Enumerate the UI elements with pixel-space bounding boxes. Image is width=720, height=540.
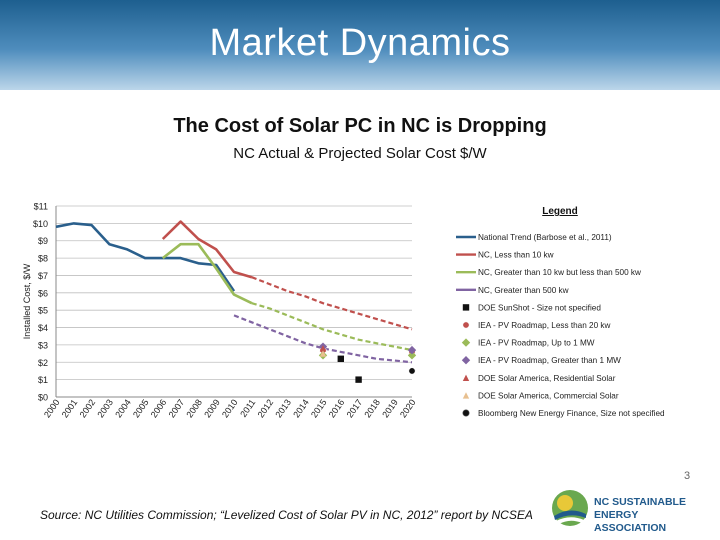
legend-label: DOE SunShot - Size not specified — [478, 303, 601, 312]
x-tick-label: 2015 — [309, 397, 329, 419]
x-tick-label: 2001 — [60, 397, 80, 419]
legend-label: Bloomberg New Energy Finance, Size not s… — [478, 409, 665, 418]
slide-title: Market Dynamics — [209, 22, 511, 64]
y-tick-label: $7 — [38, 271, 48, 281]
x-tick-label: 2010 — [220, 397, 240, 419]
legend-label: NC, Greater than 500 kw — [478, 286, 569, 295]
legend-label: National Trend (Barbose et al., 2011) — [478, 233, 612, 242]
logo-line-1: NC SUSTAINABLE — [594, 496, 686, 508]
series-line — [161, 220, 253, 279]
x-tick-label: 2016 — [327, 397, 347, 419]
sun-logo-icon — [552, 490, 588, 526]
x-tick-label: 2005 — [131, 397, 151, 419]
data-marker — [319, 345, 327, 352]
x-tick-label: 2006 — [149, 397, 169, 419]
y-tick-label: $6 — [38, 288, 48, 298]
legend-label: IEA - PV Roadmap, Up to 1 MW — [478, 339, 595, 348]
legend-swatch — [461, 338, 471, 347]
series-line — [233, 314, 413, 364]
legend-label: DOE Solar America, Commercial Solar — [478, 391, 619, 400]
legend-swatch — [462, 304, 470, 311]
y-tick-label: $8 — [38, 254, 48, 264]
ncsea-logo: NC SUSTAINABLE ENERGY ASSOCIATION — [550, 488, 705, 535]
y-tick-label: $4 — [38, 323, 48, 333]
headline: The Cost of Solar PC in NC is Dropping — [173, 115, 547, 137]
x-tick-label: 2004 — [113, 397, 133, 419]
x-tick-label: 2007 — [167, 397, 187, 419]
legend-swatch — [462, 321, 470, 329]
data-marker — [337, 355, 344, 362]
page-number: 3 — [684, 470, 691, 482]
logo-text: NC SUSTAINABLE ENERGY ASSOCIATION — [594, 496, 705, 535]
data-marker — [407, 351, 417, 360]
legend-label: NC, Less than 10 kw — [478, 251, 554, 260]
legend-label: NC, Greater than 10 kw but less than 500… — [478, 268, 641, 277]
x-tick-label: 2013 — [273, 397, 293, 419]
x-tick-label: 2002 — [78, 397, 98, 419]
x-tick-label: 2019 — [380, 397, 400, 419]
title-banner: Market Dynamics — [0, 0, 720, 90]
legend-label: DOE Solar America, Residential Solar — [478, 374, 616, 383]
x-tick-label: 2009 — [202, 397, 222, 419]
legend-title: Legend — [542, 206, 578, 217]
y-tick-label: $5 — [38, 306, 48, 316]
legend-swatch — [462, 392, 470, 399]
y-tick-label: $1 — [38, 375, 48, 385]
x-tick-label: 2011 — [238, 397, 257, 419]
y-tick-label: $9 — [38, 236, 48, 246]
data-marker — [408, 367, 416, 375]
x-tick-label: 2020 — [398, 397, 418, 419]
logo-line-2: ENERGY ASSOCIATION — [594, 509, 667, 534]
y-tick-label: $3 — [38, 340, 48, 350]
y-axis-label: Installed Cost, $/W — [22, 263, 32, 339]
x-tick-label: 2014 — [291, 397, 311, 419]
x-tick-label: 2012 — [256, 397, 276, 419]
legend-swatch — [461, 356, 471, 365]
legend-swatch — [462, 409, 470, 417]
y-tick-label: $11 — [34, 202, 48, 212]
data-marker — [407, 345, 417, 355]
y-tick-label: $10 — [33, 219, 48, 229]
data-marker — [355, 376, 362, 383]
x-tick-label: 2003 — [95, 397, 115, 419]
legend-label: IEA - PV Roadmap, Greater than 1 MW — [478, 356, 621, 365]
series-line — [161, 242, 253, 305]
x-tick-label: 2018 — [362, 397, 382, 419]
series-line — [251, 276, 413, 331]
chart-title: NC Actual & Projected Solar Cost $/W — [233, 145, 487, 162]
series-line — [251, 302, 413, 352]
x-tick-label: 2008 — [184, 397, 204, 419]
solar-cost-chart: $0 $1 $2 $3 $4 $5 $6 $7 $8 $9 $10 $11 Installed Cost… — [22, 202, 665, 420]
y-tick-label: $2 — [38, 358, 48, 368]
source-note: Source: NC Utilities Commission; “Leveli… — [40, 508, 533, 522]
y-tick-label: $0 — [38, 393, 48, 403]
x-tick-label: 2017 — [345, 397, 365, 419]
data-marker — [319, 350, 327, 357]
legend-label: IEA - PV Roadmap, Less than 20 kw — [478, 321, 611, 330]
legend-swatch — [462, 374, 470, 381]
series-line — [55, 222, 236, 292]
